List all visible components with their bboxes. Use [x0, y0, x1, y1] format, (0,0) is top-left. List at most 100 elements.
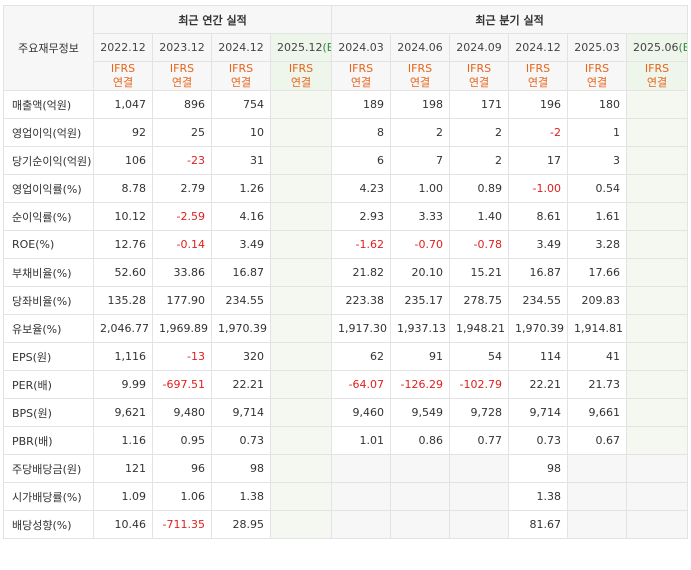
quarter-cell — [626, 202, 689, 231]
quarter-cell: 15.21 — [449, 258, 510, 287]
annual-cell: 320 — [211, 342, 271, 371]
annual-cell: 106 — [93, 146, 153, 175]
quarter-cell: 0.73 — [508, 426, 569, 455]
annual-cell: 22.21 — [211, 370, 271, 399]
quarter-cell: 9,728 — [449, 398, 510, 427]
quarter-period-1: 2024.06 — [390, 33, 451, 62]
annual-cell: 1,969.89 — [152, 314, 212, 343]
annual-cell: 9,714 — [211, 398, 271, 427]
period-label: 2025.12 — [277, 41, 323, 54]
annual-cell: 8.78 — [93, 174, 153, 203]
quarter-cell: 2 — [390, 118, 451, 147]
quarter-cell — [390, 510, 451, 539]
quarter-cell: 2 — [449, 146, 510, 175]
annual-cell: 2.79 — [152, 174, 212, 203]
quarter-cell: 235.17 — [390, 286, 451, 315]
annual-cell — [269, 230, 333, 259]
ifrs-consolidated-label: IFRS 연결 — [269, 61, 333, 91]
annual-cell: 10.46 — [93, 510, 153, 539]
estimate-marker: (E) — [678, 41, 687, 54]
annual-cell: 0.73 — [211, 426, 271, 455]
ifrs-consolidated-label: IFRS 연결 — [390, 61, 451, 91]
annual-cell: 98 — [211, 454, 271, 483]
quarter-cell: -1.62 — [331, 230, 392, 259]
table-row: BPS(원) 9,621 9,480 9,714 9,460 9,549 9,728 9,71… — [3, 398, 689, 427]
quarter-cell — [626, 146, 689, 175]
annual-cell: 28.95 — [211, 510, 271, 539]
row-label: 배당성향(%) — [3, 510, 94, 539]
annual-period-1: 2023.12 — [152, 33, 212, 62]
annual-cell: -23 — [152, 146, 212, 175]
quarter-cell — [626, 482, 689, 511]
quarter-cell: 0.67 — [567, 426, 628, 455]
consolidated-text: 연결 — [646, 76, 668, 89]
annual-period-3: 2025.12(E) — [269, 33, 333, 62]
quarter-period-2: 2024.09 — [449, 33, 510, 62]
annual-period-0: 2022.12 — [93, 33, 153, 62]
row-label: 주당배당금(원) — [3, 454, 94, 483]
annual-cell: 10.12 — [93, 202, 153, 231]
row-header-label: 주요재무정보 — [3, 5, 94, 91]
consolidated-text: 연결 — [171, 76, 193, 89]
annual-group-header: 최근 연간 실적 — [92, 5, 333, 34]
row-label: 매출액(억원) — [3, 90, 94, 119]
annual-cell — [269, 258, 333, 287]
annual-cell — [269, 482, 333, 511]
quarter-cell: 1,914.81 — [567, 314, 628, 343]
quarter-cell — [626, 510, 689, 539]
annual-cell: 9,621 — [93, 398, 153, 427]
quarter-cell: 9,714 — [508, 398, 569, 427]
row-label: EPS(원) — [3, 342, 94, 371]
annual-cell: 754 — [211, 90, 271, 119]
quarter-cell: 0.54 — [567, 174, 628, 203]
row-label: ROE(%) — [3, 230, 94, 259]
annual-cell: 9.99 — [93, 370, 153, 399]
quarter-cell: 1.40 — [449, 202, 510, 231]
annual-cell — [269, 342, 333, 371]
ifrs-consolidated-label: IFRS 연결 — [626, 61, 689, 91]
quarter-cell — [390, 482, 451, 511]
quarter-cell — [331, 454, 392, 483]
annual-cell: 1,047 — [93, 90, 153, 119]
period-label: 2022.12 — [100, 41, 146, 54]
quarter-cell — [626, 314, 689, 343]
annual-cell: 10 — [211, 118, 271, 147]
ifrs-text: IFRS — [644, 62, 670, 76]
quarter-cell: -126.29 — [390, 370, 451, 399]
financial-rows: 매출액(억원) 1,047 896 754 189 198 171 196 180 영업이익(억원… — [3, 90, 689, 539]
period-label: 2023.12 — [159, 41, 205, 54]
quarter-cell: 22.21 — [508, 370, 569, 399]
period-label: 2025.03 — [574, 41, 620, 54]
annual-cell: -13 — [152, 342, 212, 371]
row-label: 영업이익(억원) — [3, 118, 94, 147]
annual-cell: 31 — [211, 146, 271, 175]
quarter-cell: 1.00 — [390, 174, 451, 203]
quarter-period-3: 2024.12 — [508, 33, 569, 62]
quarter-cell: -1.00 — [508, 174, 569, 203]
row-label: BPS(원) — [3, 398, 94, 427]
period-label: 2024.12 — [218, 41, 264, 54]
ifrs-consolidated-label: IFRS 연결 — [567, 61, 628, 91]
ifrs-text: IFRS — [348, 62, 374, 76]
quarter-cell: 7 — [390, 146, 451, 175]
quarter-cell: 1.38 — [508, 482, 569, 511]
financial-summary-table: 주요재무정보 최근 연간 실적 최근 분기 실적 2022.12 2023.12 2… — [3, 5, 689, 539]
quarter-cell: 81.67 — [508, 510, 569, 539]
annual-cell: 2,046.77 — [93, 314, 153, 343]
quarter-cell: 21.73 — [567, 370, 628, 399]
quarter-cell: 234.55 — [508, 286, 569, 315]
quarter-cell: 3.28 — [567, 230, 628, 259]
quarter-cell: -64.07 — [331, 370, 392, 399]
quarter-cell — [390, 454, 451, 483]
annual-cell: 92 — [93, 118, 153, 147]
ifrs-text: IFRS — [407, 62, 433, 76]
row-label: 시가배당률(%) — [3, 482, 94, 511]
quarter-cell: 41 — [567, 342, 628, 371]
quarter-cell: 3.49 — [508, 230, 569, 259]
period-label: 2024.12 — [515, 41, 561, 54]
annual-cell: 135.28 — [93, 286, 153, 315]
annual-cell — [269, 146, 333, 175]
annual-cell: 234.55 — [211, 286, 271, 315]
table-row: PBR(배) 1.16 0.95 0.73 1.01 0.86 0.77 0.73 0.67 — [3, 426, 689, 455]
table-row: 영업이익률(%) 8.78 2.79 1.26 4.23 1.00 0.89 -1.00 0.5… — [3, 174, 689, 203]
